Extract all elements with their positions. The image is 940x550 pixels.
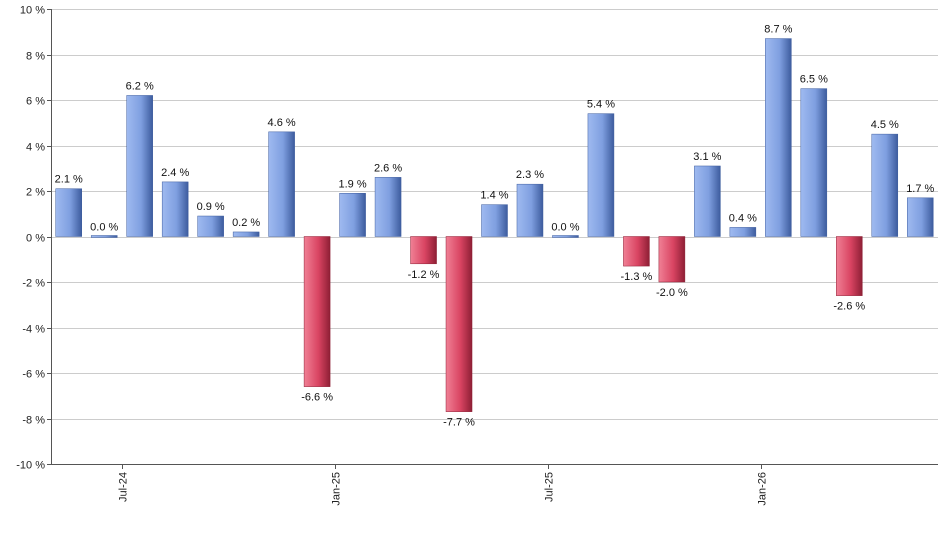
bar-positive — [374, 177, 402, 237]
bar-data-label: 5.4 % — [587, 99, 615, 111]
bar-positive — [161, 181, 189, 237]
bar-data-label: 8.7 % — [764, 24, 792, 36]
bar-data-label: 0.0 % — [90, 222, 118, 234]
x-axis-tick-labels: Jul-24 Jan-25 Jul-25 Jan-26 — [118, 472, 769, 506]
bar-negative — [303, 236, 331, 387]
bar-positive — [197, 215, 224, 237]
y-tick-label: 6 % — [26, 96, 45, 108]
bar-data-label: -1.3 % — [621, 271, 653, 283]
y-tick-label: 2 % — [26, 187, 45, 199]
bar-positive — [552, 235, 579, 238]
bar-positive — [339, 193, 366, 237]
y-tick-label: -6 % — [22, 369, 45, 381]
bar-data-label: 1.4 % — [480, 190, 508, 202]
x-tick-label: Jan-25 — [331, 472, 343, 506]
y-tick-label: -8 % — [22, 415, 45, 427]
bar-data-label: 4.5 % — [871, 119, 899, 131]
bar-positive — [268, 131, 295, 237]
bar-data-label: 2.3 % — [516, 169, 544, 181]
x-tick-label: Jan-26 — [757, 472, 769, 506]
y-axis-tick-labels: 10 % 8 % 6 % 4 % 2 % 0 % -2 % -4 % -6 % -8 % -10 % — [16, 5, 45, 472]
bar-data-label: -6.6 % — [301, 392, 333, 404]
bar-data-label: 6.2 % — [126, 80, 154, 92]
bar-positive — [587, 113, 615, 237]
bar-data-label: 0.9 % — [197, 201, 225, 213]
bar-data-label: 2.6 % — [374, 162, 402, 174]
bar-negative — [623, 236, 650, 267]
bar-positive — [694, 165, 721, 237]
bar-positive — [800, 88, 828, 237]
bar-data-label: 2.4 % — [161, 167, 189, 179]
y-tick-label: 10 % — [20, 5, 45, 17]
bar-data-label: 0.0 % — [551, 222, 579, 234]
bar-data-labels: 2.1 % 0.0 % 6.2 % 2.4 % 0.9 % 0.2 % 4.6 % -6.6 … — [55, 24, 935, 429]
bar-data-label: 1.7 % — [906, 183, 934, 195]
bar-data-label: -7.7 % — [443, 417, 475, 429]
y-tick-label: -4 % — [22, 324, 45, 336]
y-tick-label: 4 % — [26, 142, 45, 154]
x-tick-label: Jul-24 — [118, 472, 130, 502]
bar-data-label: -2.6 % — [833, 301, 865, 313]
bar-data-label: 6.5 % — [800, 74, 828, 86]
y-tick-label: 0 % — [26, 233, 45, 245]
bar-positive — [126, 95, 153, 237]
bar-positive — [871, 133, 899, 237]
axes — [47, 9, 938, 469]
bar-negative — [658, 236, 686, 283]
bar-positive — [55, 188, 82, 237]
bar-data-label: 0.2 % — [232, 217, 260, 229]
bar-data-label: 3.1 % — [693, 151, 721, 163]
bars — [55, 38, 934, 412]
bar-negative — [836, 236, 863, 296]
bar-data-label: -1.2 % — [408, 269, 440, 281]
bar-positive — [729, 227, 757, 237]
bar-positive — [516, 183, 544, 237]
bar-data-label: 2.1 % — [55, 174, 83, 186]
bar-positive — [907, 197, 934, 237]
bar-positive — [232, 231, 260, 237]
bar-data-label: 1.9 % — [339, 178, 367, 190]
bar-data-label: 4.6 % — [268, 117, 296, 129]
bar-negative — [410, 236, 437, 265]
bar-positive — [481, 204, 508, 237]
bar-positive — [765, 38, 792, 237]
x-tick-label: Jul-25 — [544, 472, 556, 502]
y-tick-label: 8 % — [26, 51, 45, 63]
bar-data-label: 0.4 % — [729, 212, 757, 224]
y-tick-label: -10 % — [16, 460, 45, 472]
bar-negative — [445, 236, 473, 412]
bar-positive — [90, 235, 118, 238]
y-tick-label: -2 % — [22, 278, 45, 290]
bar-data-label: -2.0 % — [656, 287, 688, 299]
